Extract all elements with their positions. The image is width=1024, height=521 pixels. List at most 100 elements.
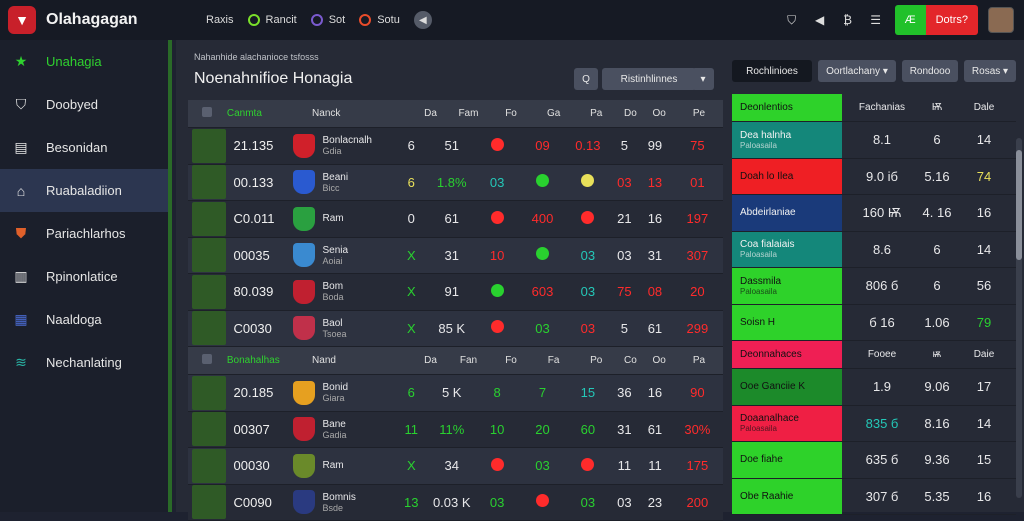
- right-cell-2: 9.06: [922, 379, 952, 394]
- cell-c6: 11: [611, 458, 639, 473]
- app-logo[interactable]: ▼: [8, 6, 36, 34]
- right-row[interactable]: Ooe Ganciie K 1.9 9.06 17: [732, 369, 1016, 406]
- filter-select[interactable]: Ristinhlinnes: [602, 68, 696, 90]
- right-row[interactable]: Doe fiahe 635 б 9.36 15: [732, 442, 1016, 479]
- crest-icon[interactable]: ⛉: [783, 11, 801, 29]
- right-button-2[interactable]: Rondooo: [902, 60, 958, 82]
- header-col-c2[interactable]: Fan: [447, 355, 490, 366]
- cell-c8: 200: [672, 495, 723, 510]
- header-col-c5[interactable]: Po: [575, 355, 618, 366]
- header-col-c3[interactable]: Fo: [490, 108, 533, 119]
- header-col-b[interactable]: Nanck: [312, 108, 414, 119]
- currency-icon[interactable]: ₿: [839, 11, 857, 29]
- right-cell-3: 14: [952, 416, 1016, 431]
- topnav-item-1[interactable]: Raxis: [206, 14, 234, 26]
- sidebar-item-4[interactable]: ⛊Pariachlarhos: [0, 212, 168, 255]
- right-row[interactable]: Deonnahaces Fooee ѭ Daie: [732, 341, 1016, 369]
- header-col-c2[interactable]: Fam: [447, 108, 490, 119]
- right-row[interactable]: Obe Raahie 307 б 5.35 16: [732, 479, 1016, 516]
- app-title: Olahagagan: [46, 11, 176, 29]
- header-col-c8[interactable]: Pa: [675, 355, 723, 366]
- cell-c7: 61: [638, 321, 672, 336]
- header-col-c4[interactable]: Ga: [532, 108, 575, 119]
- team-badge-icon: [293, 170, 315, 194]
- header-col-c5[interactable]: Pa: [575, 108, 618, 119]
- bell-icon[interactable]: ◀: [811, 11, 829, 29]
- sidebar-item-7[interactable]: ≋Nechanlating: [0, 341, 168, 384]
- search-button[interactable]: Q: [574, 68, 598, 90]
- row-score: 00307: [234, 422, 289, 437]
- chart-icon: ▥: [12, 268, 30, 286]
- right-select-1[interactable]: Oortlachany ▾: [818, 60, 896, 82]
- header-col-a[interactable]: Bonahalhas: [227, 355, 312, 366]
- cell-c5: 03: [565, 284, 610, 299]
- topnav-item-4[interactable]: Sotu: [359, 14, 400, 26]
- header-col-c6[interactable]: Do: [617, 108, 643, 119]
- status-dot-icon: [474, 138, 519, 154]
- team-badge-icon: [293, 134, 315, 158]
- filter-dropdown-button[interactable]: ▾: [692, 68, 714, 90]
- cell-c2: 61: [429, 211, 474, 226]
- topnav-item-2[interactable]: Rancit: [248, 14, 297, 26]
- primary-action-button[interactable]: Æ: [895, 5, 926, 35]
- cell-c2: 34: [429, 458, 474, 473]
- scrollbar-thumb[interactable]: [1016, 150, 1022, 260]
- header-col-c3[interactable]: Fo: [490, 355, 533, 366]
- header-col-c1[interactable]: Da: [414, 355, 447, 366]
- header-col-c4[interactable]: Fa: [532, 355, 575, 366]
- cell-c4: 20: [520, 422, 565, 437]
- sidebar-item-1[interactable]: ⛉Doobyed: [0, 83, 168, 126]
- right-cell-3: 74: [952, 169, 1016, 184]
- header-col-c7[interactable]: Oo: [643, 108, 674, 119]
- cell-c6: 5: [611, 321, 639, 336]
- right-cell-3: 14: [952, 242, 1016, 257]
- right-cell-2: 1.06: [922, 315, 952, 330]
- player-thumbnail: [192, 238, 226, 272]
- settings-icon[interactable]: ☰: [867, 11, 885, 29]
- cell-c2: 51: [429, 138, 474, 153]
- right-tab-0[interactable]: Rochlinioes: [732, 60, 812, 82]
- header-col-c8[interactable]: Pe: [675, 108, 723, 119]
- sidebar-item-3[interactable]: ⌂Ruabaladiion: [0, 169, 168, 212]
- header-col-b[interactable]: Nand: [312, 355, 414, 366]
- right-cell-1: 160 Ѭ: [842, 205, 922, 220]
- header-col-c6[interactable]: Co: [617, 355, 643, 366]
- right-row[interactable]: Abdeirlaniae 160 Ѭ 4. 16 16: [732, 195, 1016, 232]
- status-dot-icon: [311, 14, 323, 26]
- back-button[interactable]: ◀: [414, 11, 432, 29]
- right-select-3[interactable]: Rosas ▾: [964, 60, 1016, 82]
- player-thumbnail: [192, 412, 226, 446]
- sidebar-item-0[interactable]: ★Unahagia: [0, 40, 168, 83]
- header-col-a[interactable]: Canmta: [227, 108, 312, 119]
- cell-c2: 1.8%: [429, 175, 474, 190]
- sidebar-item-6[interactable]: ▦Naaldoga: [0, 298, 168, 341]
- right-row[interactable]: Soisn H б 16 1.06 79: [732, 305, 1016, 342]
- sidebar-item-5[interactable]: ▥Rpinonlatice: [0, 255, 168, 298]
- right-row[interactable]: Doah lo Ilea 9.0 iб 5.16 74: [732, 159, 1016, 196]
- right-cell-2: 8.16: [922, 416, 952, 431]
- topnav-item-3[interactable]: Sot: [311, 14, 346, 26]
- sidebar-item-2[interactable]: ▤Besonidan: [0, 126, 168, 169]
- secondary-action-button[interactable]: Dotrs?: [926, 5, 978, 35]
- header-col-c1[interactable]: Da: [414, 108, 447, 119]
- cell-c1: 11: [394, 422, 430, 437]
- header-col-c7[interactable]: Oo: [643, 355, 674, 366]
- avatar[interactable]: [988, 7, 1014, 33]
- cell-c7: 16: [638, 385, 672, 400]
